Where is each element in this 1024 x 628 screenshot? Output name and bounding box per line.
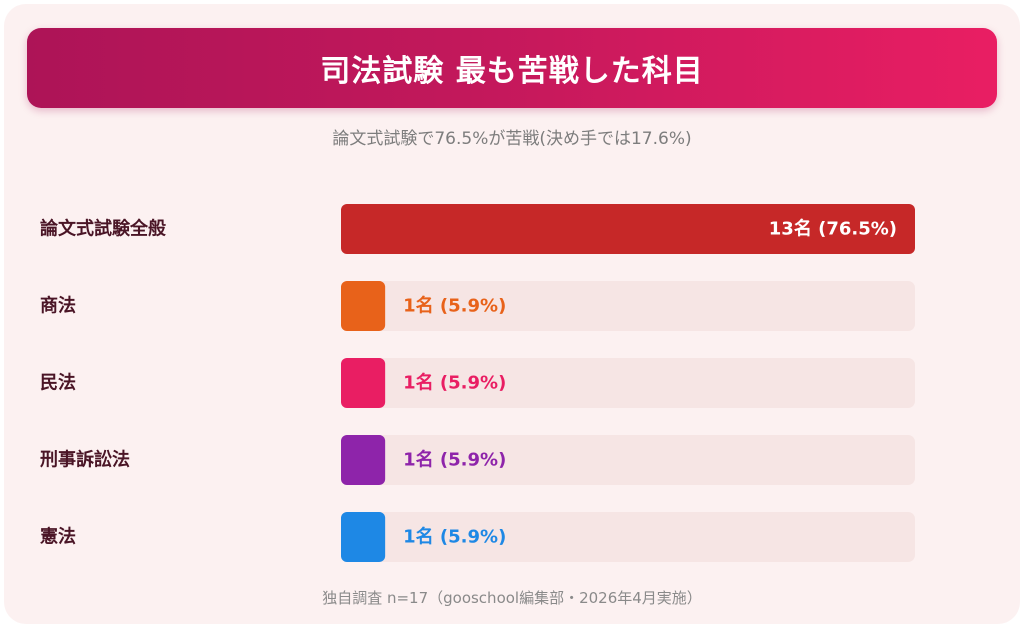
bar	[341, 435, 386, 485]
bar-track	[341, 512, 915, 562]
data-label: 1名 (5.9%)	[403, 295, 506, 317]
bar-track	[341, 358, 915, 408]
bar	[341, 512, 386, 562]
data-label: 1名 (5.9%)	[403, 526, 506, 548]
data-label: 13名 (76.5%)	[769, 218, 897, 240]
category-label: 民法	[40, 372, 76, 394]
bar-track	[341, 281, 915, 331]
bar-track	[341, 435, 915, 485]
bar	[341, 358, 386, 408]
category-label: 論文式試験全般	[40, 218, 166, 240]
category-label: 商法	[40, 295, 76, 317]
chart-subtitle: 論文式試験で76.5%が苦戦(決め手では17.6%)	[332, 129, 692, 149]
title-banner: 司法試験 最も苦戦した科目	[27, 28, 997, 108]
bar	[341, 204, 915, 254]
source-note: 独自調査 n=17（gooschool編集部・2026年4月実施）	[322, 589, 702, 607]
chart-title: 司法試験 最も苦戦した科目	[320, 54, 704, 89]
data-label: 1名 (5.9%)	[403, 372, 506, 394]
bar	[341, 281, 386, 331]
data-label: 1名 (5.9%)	[403, 449, 506, 471]
category-label: 憲法	[39, 526, 76, 548]
category-label: 刑事訴訟法	[40, 449, 130, 471]
